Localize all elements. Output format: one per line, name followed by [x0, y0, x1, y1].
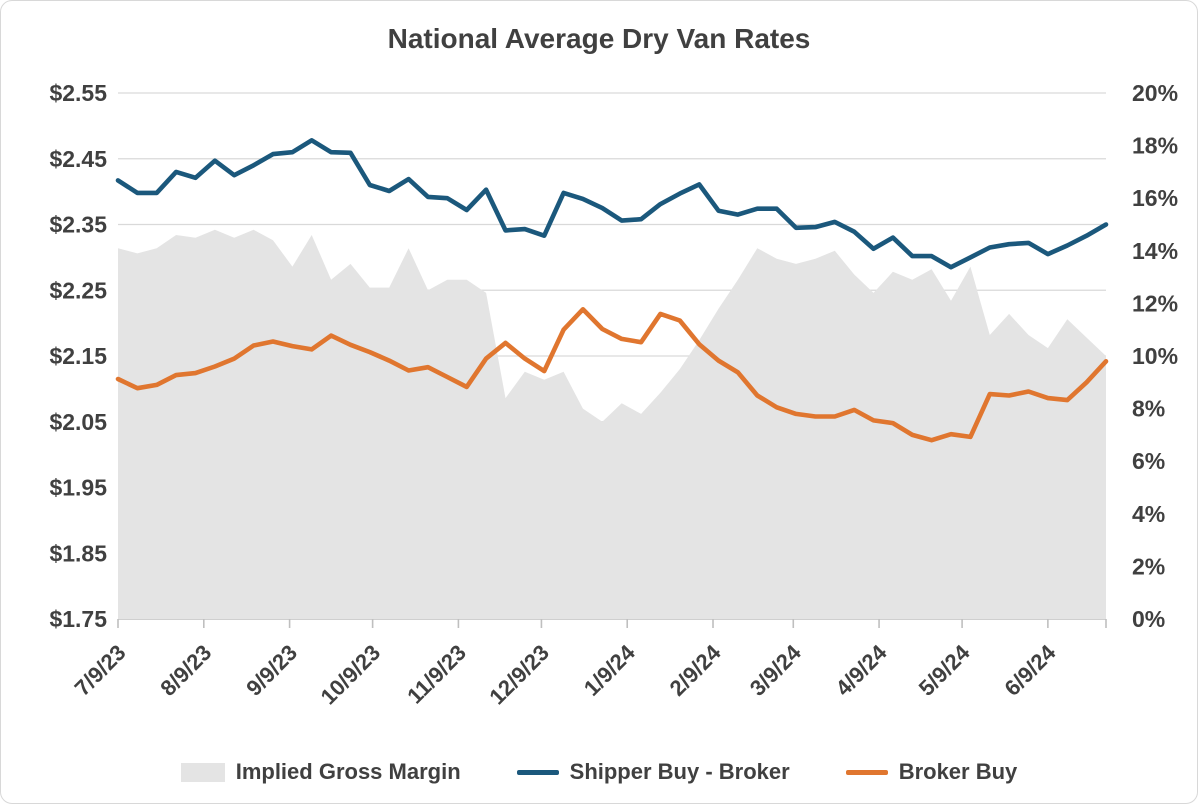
- legend-label: Implied Gross Margin: [235, 759, 461, 784]
- chart-title: National Average Dry Van Rates: [387, 23, 811, 54]
- x-axis-label: 12/9/23: [484, 640, 554, 710]
- x-axis-label: 9/9/23: [241, 640, 302, 701]
- y-axis-left-label: $1.95: [49, 475, 107, 501]
- y-axis-right-label: 20%: [1132, 80, 1178, 106]
- y-axis-right-label: 2%: [1132, 553, 1165, 579]
- legend-label: Shipper Buy - Broker: [569, 759, 790, 784]
- legend: Implied Gross Margin Shipper Buy - Broke…: [1, 759, 1197, 785]
- line-swatch-icon: [845, 769, 888, 775]
- legend-item-broker-buy[interactable]: Broker Buy: [845, 759, 1018, 785]
- x-axis-label: 8/9/23: [155, 640, 216, 701]
- y-axis-left-label: $2.55: [49, 80, 107, 106]
- y-axis-left-label: $2.35: [49, 212, 107, 238]
- implied-gross-margin-area[interactable]: [118, 229, 1106, 620]
- x-axis-label: 10/9/23: [316, 640, 386, 710]
- legend-item-implied-gross-margin[interactable]: Implied Gross Margin: [180, 759, 461, 785]
- x-axis-label: 11/9/23: [402, 640, 471, 709]
- shipper-buy-broker-line[interactable]: [115, 138, 1109, 270]
- y-axis-left-label: $2.45: [49, 146, 107, 172]
- x-axis-label: 7/9/23: [70, 640, 131, 701]
- y-axis-left-label: $1.85: [49, 540, 107, 566]
- x-axis-label: 4/9/24: [831, 639, 892, 700]
- y-axis-right-label: 4%: [1132, 501, 1165, 527]
- y-axis-right-label: 0%: [1132, 606, 1165, 632]
- legend-label: Broker Buy: [898, 759, 1018, 784]
- line-swatch-icon: [516, 769, 559, 775]
- y-axis-left-label: $2.25: [49, 277, 107, 303]
- x-axis-label: 3/9/24: [745, 639, 806, 700]
- legend-item-shipper-buy-broker[interactable]: Shipper Buy - Broker: [516, 759, 790, 785]
- x-axis-label: 2/9/24: [665, 639, 726, 700]
- y-axis-right-label: 14%: [1132, 238, 1178, 264]
- area-swatch-icon: [180, 762, 225, 782]
- y-axis-left-label: $2.05: [49, 409, 107, 435]
- y-axis-left-label: $1.75: [49, 606, 107, 632]
- y-axis-right-label: 16%: [1132, 185, 1178, 211]
- broker-buy-line[interactable]: [115, 306, 1109, 443]
- x-axis-label: 5/9/24: [914, 639, 975, 700]
- y-axis-right-label: 6%: [1132, 448, 1165, 474]
- x-axis-label: 1/9/24: [579, 639, 640, 700]
- y-axis-right-label: 12%: [1132, 290, 1178, 316]
- y-axis-left-label: $2.15: [49, 343, 107, 369]
- x-axis-label: 6/9/24: [999, 639, 1060, 700]
- y-axis-right-label: 18%: [1132, 133, 1178, 159]
- y-axis-right-label: 8%: [1132, 396, 1165, 422]
- y-axis-right-label: 10%: [1132, 343, 1178, 369]
